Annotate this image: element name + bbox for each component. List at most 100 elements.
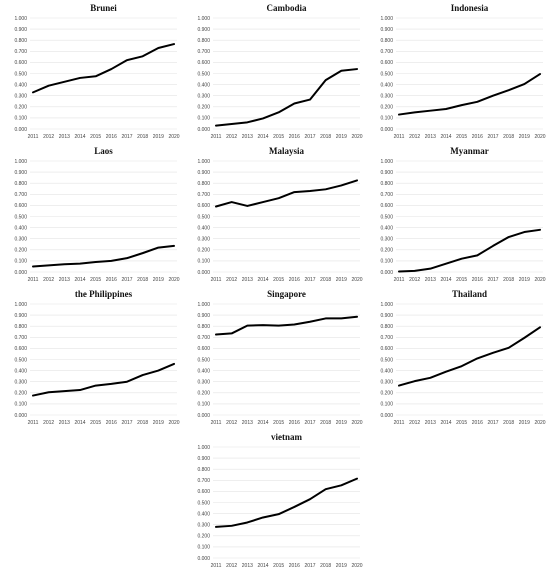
chart-panel-myanmar: Myanmar 0.000 0.100 0.200 0.300 0.400 0.500 0.6… (366, 143, 549, 286)
x-tick-label: 2012 (43, 420, 54, 426)
x-tick-label: 2014 (74, 420, 85, 426)
y-tick-label: 0.000 (14, 127, 27, 133)
y-tick-label: 0.000 (380, 413, 393, 419)
x-tick-label: 2016 (106, 420, 117, 426)
chart-svg-the-philippines: the Philippines 0.000 0.100 0.200 0.300 0.400… (14, 289, 179, 426)
y-tick-label: 0.000 (197, 413, 210, 419)
chart-svg-singapore: Singapore 0.000 0.100 0.200 0.300 0.400 0.500 0… (197, 289, 362, 426)
y-tick-label: 0.000 (197, 127, 210, 133)
chart-title: Myanmar (450, 146, 489, 156)
chart-title: Singapore (267, 289, 306, 299)
y-tick-label: 0.600 (197, 203, 210, 209)
series-line-singapore (215, 315, 358, 336)
x-tick-label: 2017 (304, 134, 315, 140)
x-tick-label: 2015 (90, 420, 101, 426)
x-tick-label: 2020 (168, 134, 179, 140)
y-tick-label: 0.900 (14, 313, 27, 319)
x-tick-label: 2016 (472, 134, 483, 140)
y-tick-label: 0.100 (380, 116, 393, 122)
y-tick-label: 0.400 (197, 511, 210, 517)
x-tick-label: 2012 (226, 277, 237, 283)
series-line-indonesia (398, 73, 541, 116)
y-tick-label: 1.000 (14, 159, 27, 165)
y-tick-label: 0.600 (380, 203, 393, 209)
x-tick-label: 2019 (336, 277, 347, 283)
x-tick-label: 2016 (289, 134, 300, 140)
chart-panel-the-philippines: the Philippines 0.000 0.100 0.200 0.300 0.400… (0, 286, 183, 429)
y-tick-label: 0.700 (197, 478, 210, 484)
chart-panel-cambodia: Cambodia 0.000 0.100 0.200 0.300 0.400 0.500 0.… (183, 0, 366, 143)
x-tick-label: 2012 (226, 563, 237, 569)
y-tick-label: 0.800 (197, 38, 210, 44)
y-tick-label: 0.300 (14, 237, 27, 243)
y-tick-label: 0.900 (197, 313, 210, 319)
y-tick-label: 0.600 (197, 489, 210, 495)
x-tick-label: 2013 (242, 134, 253, 140)
y-tick-label: 0.200 (14, 248, 27, 254)
series-line-brunei (32, 43, 175, 94)
y-tick-label: 1.000 (380, 16, 393, 22)
x-tick-label: 2011 (394, 134, 405, 140)
x-tick-label: 2014 (440, 420, 451, 426)
x-tick-label: 2013 (59, 134, 70, 140)
x-tick-label: 2018 (137, 420, 148, 426)
y-tick-label: 0.500 (14, 71, 27, 77)
x-tick-label: 2013 (59, 277, 70, 283)
y-tick-label: 0.900 (380, 170, 393, 176)
y-tick-label: 0.300 (197, 380, 210, 386)
y-tick-label: 0.500 (14, 357, 27, 363)
x-tick-label: 2013 (425, 420, 436, 426)
series-line-the-philippines (32, 362, 175, 397)
x-tick-label: 2018 (320, 277, 331, 283)
x-tick-label: 2011 (211, 134, 222, 140)
y-tick-label: 0.400 (380, 82, 393, 88)
y-tick-label: 0.300 (380, 380, 393, 386)
chart-svg-brunei: Brunei 0.000 0.100 0.200 0.300 0.400 0.500 0.60… (14, 3, 179, 140)
y-tick-label: 0.800 (380, 181, 393, 187)
y-tick-label: 1.000 (197, 16, 210, 22)
y-tick-label: 0.700 (380, 192, 393, 198)
y-tick-label: 0.900 (197, 170, 210, 176)
y-tick-label: 0.100 (197, 545, 210, 551)
chart-title: Thailand (452, 289, 487, 299)
y-tick-label: 0.900 (14, 170, 27, 176)
y-tick-label: 0.100 (14, 259, 27, 265)
y-tick-label: 1.000 (380, 159, 393, 165)
series-line-vietnam (215, 477, 358, 528)
x-tick-label: 2011 (211, 563, 222, 569)
y-tick-label: 0.700 (14, 335, 27, 341)
y-tick-label: 0.800 (14, 324, 27, 330)
y-tick-label: 0.600 (380, 346, 393, 352)
y-tick-label: 0.100 (14, 402, 27, 408)
y-tick-label: 1.000 (14, 16, 27, 22)
y-tick-label: 0.900 (380, 27, 393, 33)
y-tick-label: 0.800 (380, 38, 393, 44)
x-tick-label: 2020 (534, 420, 545, 426)
x-tick-label: 2014 (74, 134, 85, 140)
y-tick-label: 0.900 (197, 27, 210, 33)
x-tick-label: 2019 (519, 277, 530, 283)
x-tick-label: 2014 (257, 563, 268, 569)
x-tick-label: 2019 (153, 277, 164, 283)
x-tick-label: 2020 (168, 420, 179, 426)
x-tick-label: 2017 (304, 277, 315, 283)
x-tick-label: 2019 (336, 420, 347, 426)
y-tick-label: 0.700 (197, 192, 210, 198)
y-tick-label: 0.200 (197, 105, 210, 111)
y-tick-label: 0.600 (14, 346, 27, 352)
x-tick-label: 2017 (487, 420, 498, 426)
x-tick-label: 2012 (226, 420, 237, 426)
y-tick-label: 0.400 (197, 368, 210, 374)
x-tick-label: 2014 (257, 134, 268, 140)
x-tick-label: 2014 (257, 420, 268, 426)
y-tick-label: 0.500 (197, 71, 210, 77)
y-tick-label: 0.500 (380, 214, 393, 220)
y-tick-label: 0.700 (14, 49, 27, 55)
y-tick-label: 0.000 (14, 413, 27, 419)
x-tick-label: 2016 (472, 420, 483, 426)
chart-title: the Philippines (75, 289, 133, 299)
x-tick-label: 2015 (456, 420, 467, 426)
x-tick-label: 2013 (242, 563, 253, 569)
chart-title: vietnam (271, 432, 302, 442)
